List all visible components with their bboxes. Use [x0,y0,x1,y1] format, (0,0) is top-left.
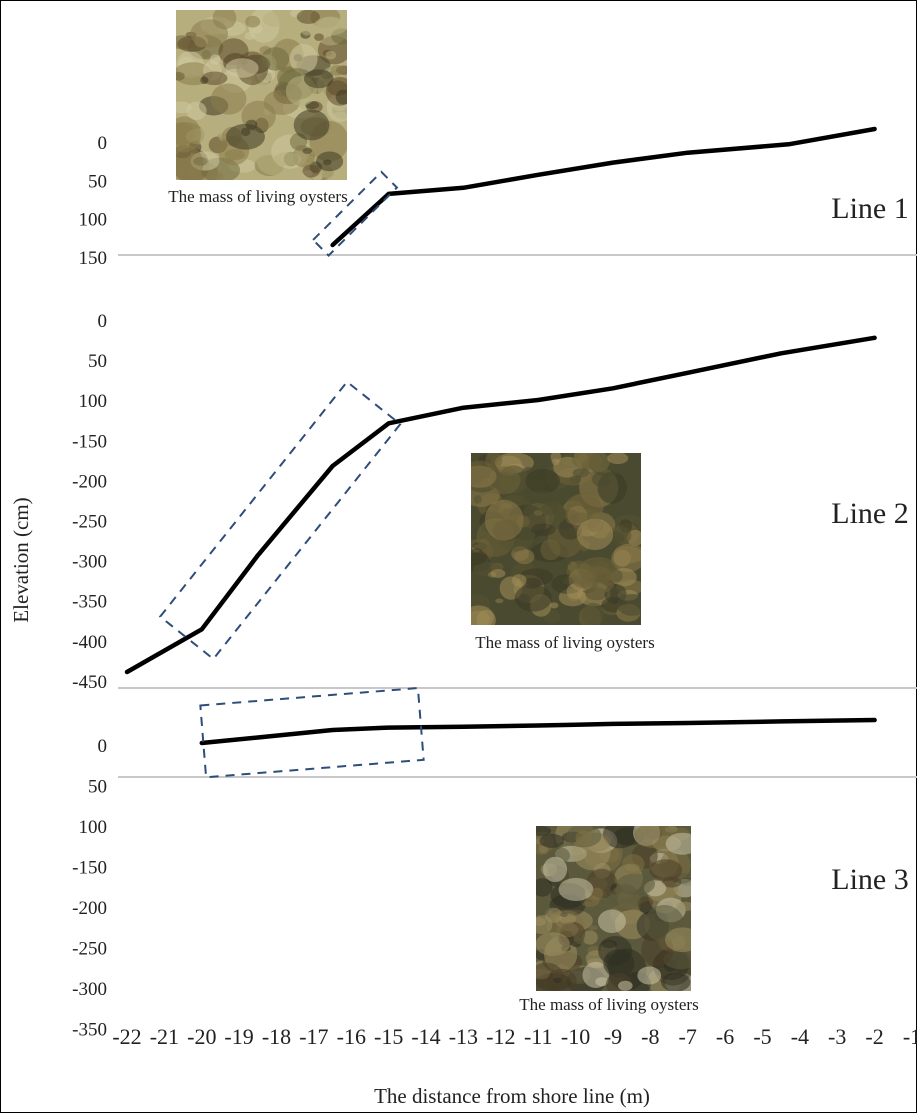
elevation-line-2 [124,335,877,675]
y-tick-label: -400 [72,632,107,653]
y-tick-label: 0 [98,311,108,332]
x-tick-label: -19 [224,1024,253,1049]
x-tick-label: -13 [449,1024,478,1049]
oyster-zone-highlight [199,686,425,779]
y-tick-label: 100 [79,817,108,838]
x-tick-label: -21 [150,1024,179,1049]
y-tick-label: 0 [98,133,108,154]
x-tick-labels: -22 -21 -20 -19 -18 -17 -16 -15 -14 -13 -12 -11 -10-… [112,1024,917,1049]
line-name-label: Line 1 [831,192,908,225]
x-tick-label: -12 [486,1024,515,1049]
x-tick-label: -20 [187,1024,216,1049]
y-tick-label: 50 [88,351,107,372]
elevation-line-3 [199,717,877,746]
x-tick-label: -10 [561,1024,590,1049]
panel-2: 0 50 100 -150 -200 -250 -300 -350 -400 -450 The ma… [72,311,917,693]
x-tick-label: -4 [791,1024,809,1049]
x-tick-label: -3 [828,1024,846,1049]
y-tick-label: -350 [72,592,107,613]
x-tick-label: -17 [299,1024,328,1049]
x-tick-label: -15 [374,1024,403,1049]
x-tick-label: -18 [262,1024,291,1049]
y-tick-label: -250 [72,512,107,533]
oyster-zone-highlight [311,170,399,257]
y-tick-label: 100 [79,391,108,412]
x-tick-label: -7 [679,1024,697,1049]
panel-3: 0 50 100 -150 -200 -250 -300 -350 The mass of li… [72,686,917,1041]
oyster-photo [536,826,691,991]
photo-caption: The mass of living oysters [475,633,654,652]
x-tick-label: -5 [753,1024,771,1049]
x-tick-label: -16 [337,1024,366,1049]
photo-caption: The mass of living oysters [168,187,347,206]
y-tick-label: 50 [88,777,107,798]
x-tick-label: -8 [641,1024,659,1049]
oyster-photo [176,10,347,180]
y-tick-label: 100 [79,210,108,231]
oyster-photo [471,453,641,625]
y-tick-label: -200 [72,471,107,492]
oyster-zone-highlight [158,380,402,661]
y-tick-label: -300 [72,552,107,573]
x-tick-label: -22 [112,1024,141,1049]
y-tick-label: -150 [72,858,107,879]
panel-1: 0 50 100 150 The mass of living oysters Line … [79,10,917,269]
x-tick-label: -1 [903,1024,917,1049]
x-axis-title: The distance from shore line (m) [374,1084,650,1108]
x-tick-label: -6 [716,1024,734,1049]
y-tick-label: -450 [72,672,107,693]
y-tick-label: -250 [72,939,107,960]
y-tick-label: 50 [88,171,107,192]
x-tick-label: -11 [524,1024,553,1049]
y-tick-label: 0 [98,736,108,757]
y-tick-label: 150 [79,248,108,269]
y-tick-label: -300 [72,979,107,1000]
x-tick-label: -2 [865,1024,883,1049]
elevation-line-1 [330,126,877,248]
y-tick-label: -350 [72,1020,107,1041]
panels: 0 50 100 150 The mass of living oysters Line … [72,10,917,1041]
x-tick-label: -9 [604,1024,622,1049]
line-name-label: Line 2 [831,497,908,530]
y-axis-title: Elevation (cm) [9,497,33,622]
x-tick-label: -14 [411,1024,440,1049]
y-tick-label: -150 [72,431,107,452]
y-tick-label: -200 [72,898,107,919]
photo-caption: The mass of living oysters [519,995,698,1014]
line-name-label: Line 3 [831,863,908,896]
